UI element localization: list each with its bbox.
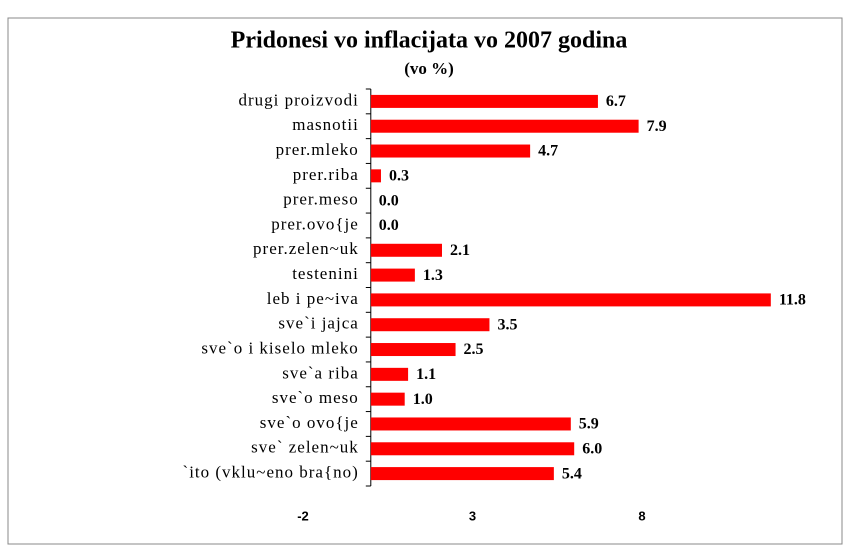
y-tick-label: prer.zelen~uk: [253, 239, 359, 258]
y-tick-label: masnotii: [292, 115, 359, 134]
bar: [370, 392, 405, 406]
data-label: 3.5: [497, 316, 517, 333]
bar: [370, 367, 409, 381]
bar: [370, 318, 490, 332]
data-label: 6.0: [582, 440, 602, 457]
data-label: 2.5: [464, 341, 484, 358]
y-tick-label: sve`o ovo{je: [260, 413, 359, 432]
data-label: 1.3: [423, 267, 443, 284]
bar: [370, 144, 531, 158]
y-tick-label: sve`a riba: [282, 363, 359, 382]
x-tick-label: 8: [638, 508, 645, 523]
data-label: 4.7: [538, 143, 558, 160]
chart-title: Pridonesi vo inflacijata vo 2007 godina: [231, 28, 628, 54]
bar: [370, 243, 442, 257]
bar: [370, 343, 456, 357]
data-label: 0.0: [379, 217, 399, 234]
data-label: 1.0: [413, 391, 433, 408]
chart-subtitle: (vo %): [404, 59, 454, 78]
bar: [370, 94, 598, 108]
y-tick-label: sve`o meso: [272, 388, 359, 407]
data-label: 1.1: [416, 366, 436, 383]
bar: [370, 119, 639, 133]
data-label: 2.1: [450, 242, 470, 259]
y-tick-label: prer.mleko: [276, 140, 359, 159]
data-label: 11.8: [779, 292, 806, 309]
bar: [370, 169, 381, 183]
x-tick-label: 3: [469, 508, 476, 523]
bar: [370, 417, 571, 431]
y-tick-label: prer.riba: [293, 165, 359, 184]
data-label: 0.0: [379, 192, 399, 209]
bar: [370, 467, 554, 481]
data-label: 0.3: [389, 168, 409, 185]
y-tick-label: drugi proizvodi: [239, 90, 359, 109]
bar: [370, 442, 575, 456]
y-tick-label: sve` zelen~uk: [251, 438, 359, 457]
y-tick-label: `ito (vklu~eno bra{no): [183, 463, 359, 482]
data-label: 5.4: [562, 465, 582, 482]
bar: [370, 268, 415, 282]
y-tick-label: sve`o i kiselo mleko: [201, 338, 358, 357]
data-label: 6.7: [606, 93, 626, 110]
bar: [370, 293, 771, 307]
y-tick-label: prer.ovo{je: [271, 214, 359, 233]
y-tick-label: prer.meso: [283, 190, 359, 209]
data-label: 7.9: [647, 118, 667, 135]
y-tick-label: leb i pe~iva: [267, 289, 359, 308]
x-tick-label: -2: [297, 508, 309, 523]
data-label: 5.9: [579, 416, 599, 433]
y-tick-label: testenini: [292, 264, 359, 283]
y-tick-label: sve`i jajca: [278, 314, 358, 333]
